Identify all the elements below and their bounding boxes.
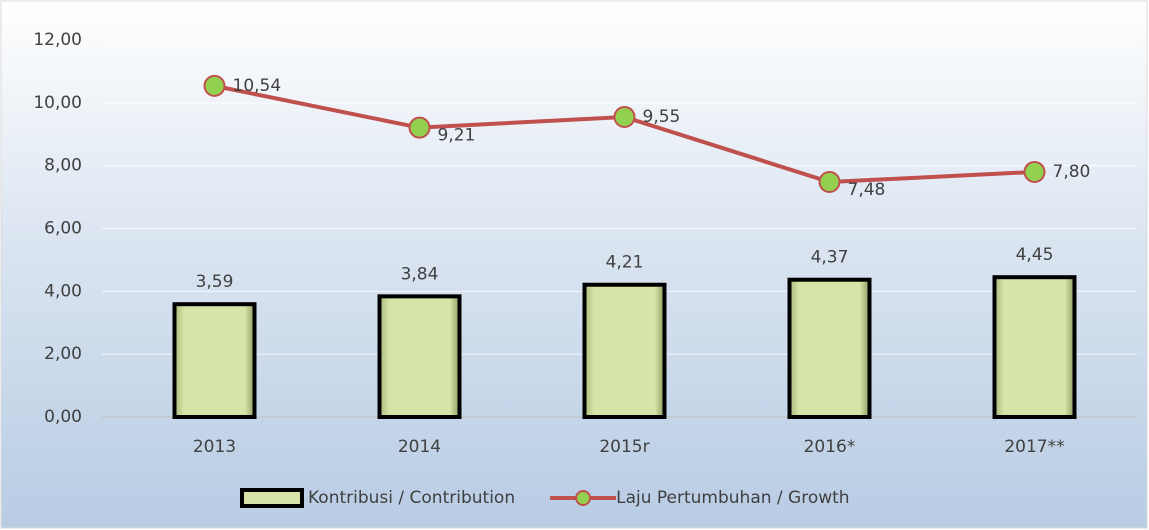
y-tick-label: 8,00 [44,156,82,176]
line-value-label: 7,48 [848,180,886,200]
legend-label: Laju Pertumbuhan / Growth [616,488,849,508]
x-tick-label: 2015r [599,437,649,457]
bar [172,302,257,420]
line-value-label: 9,21 [438,126,476,146]
line-value-label: 10,54 [233,76,282,96]
bar [582,282,667,419]
x-tick-label: 2014 [398,437,441,457]
bar-value-label: 3,84 [401,264,439,284]
bar [787,277,872,419]
y-tick-label: 10,00 [33,93,82,113]
line-marker [818,171,841,194]
x-tick-label: 2017** [1004,437,1064,457]
y-tick-label: 12,00 [33,30,82,50]
bar [992,275,1077,419]
line-marker [203,74,226,97]
line-marker [408,116,431,139]
line-value-label: 9,55 [643,107,681,127]
bar-value-label: 4,37 [811,248,849,268]
y-tick-label: 6,00 [44,219,82,239]
bar-value-label: 4,21 [606,253,644,273]
y-tick-label: 4,00 [44,281,82,301]
bar-value-label: 3,59 [196,272,234,292]
line-value-label: 7,80 [1053,162,1091,182]
y-tick-label: 2,00 [44,344,82,364]
legend-label: Kontribusi / Contribution [308,488,515,508]
legend-swatch-marker [575,490,592,506]
line-marker [613,105,636,128]
y-tick-label: 0,00 [44,407,82,427]
line-marker [1023,160,1046,183]
bar [377,294,462,419]
bar-value-label: 4,45 [1016,245,1054,265]
x-tick-label: 2016* [804,437,856,457]
x-tick-label: 2013 [193,437,236,457]
legend-swatch [240,488,304,508]
